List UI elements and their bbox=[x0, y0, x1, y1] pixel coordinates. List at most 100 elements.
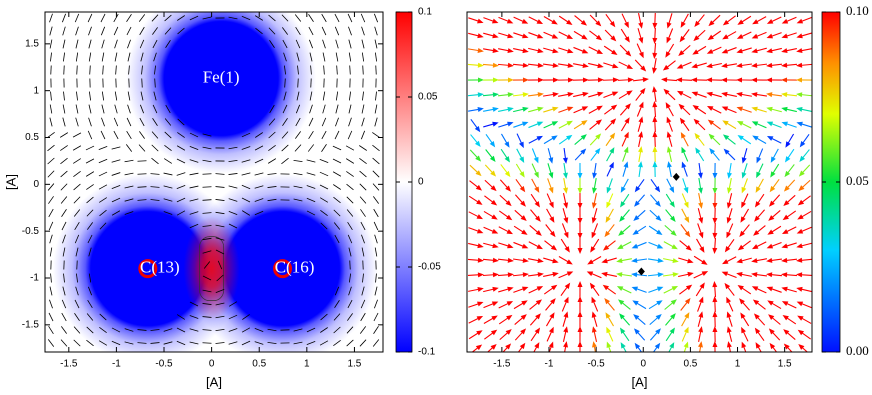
plot-area bbox=[467, 12, 812, 352]
arrow-head bbox=[754, 201, 761, 208]
arrow-head bbox=[564, 282, 571, 289]
arrow-head bbox=[582, 77, 589, 83]
y-tick-label: 0 bbox=[33, 179, 39, 190]
arrow-head bbox=[769, 185, 776, 193]
colorbar-label: 0.1 bbox=[418, 7, 432, 18]
field-line bbox=[215, 186, 225, 188]
field-line bbox=[215, 315, 225, 319]
arrow-head bbox=[492, 121, 499, 127]
arrow-head bbox=[741, 157, 747, 164]
field-line bbox=[321, 13, 327, 23]
arrow-head bbox=[552, 92, 559, 97]
arrow-head bbox=[504, 156, 510, 163]
field-line bbox=[163, 211, 173, 215]
arrow-head bbox=[563, 311, 569, 318]
arrow-head bbox=[563, 187, 568, 194]
field-line bbox=[374, 299, 378, 309]
arrow-head bbox=[752, 135, 759, 141]
arrow-head bbox=[781, 229, 789, 235]
arrow-head bbox=[638, 51, 644, 59]
arrow-head bbox=[522, 62, 529, 68]
field-line bbox=[268, 14, 276, 22]
arrow-head bbox=[676, 63, 684, 69]
arrow-head bbox=[492, 77, 499, 83]
field-line bbox=[372, 144, 380, 152]
field-line bbox=[295, 117, 301, 127]
arrow-head bbox=[796, 92, 803, 98]
arrow-head bbox=[752, 19, 759, 25]
field-line bbox=[228, 314, 238, 320]
arrow-head bbox=[491, 301, 499, 307]
arrow-head bbox=[751, 286, 759, 292]
arrow-head bbox=[666, 161, 672, 168]
arrow-head bbox=[577, 311, 583, 318]
arrow-head bbox=[683, 341, 689, 348]
arrow-head bbox=[781, 77, 788, 83]
arrow-head bbox=[751, 62, 758, 68]
field-line bbox=[347, 13, 353, 23]
field-line bbox=[202, 237, 212, 241]
field-line bbox=[150, 199, 160, 201]
arrow-head bbox=[505, 214, 513, 221]
field-line bbox=[333, 340, 341, 346]
arrow-head bbox=[562, 157, 568, 164]
arrow-head bbox=[739, 230, 746, 237]
field-line bbox=[75, 52, 79, 62]
field-line bbox=[293, 159, 303, 163]
field-line bbox=[72, 132, 82, 138]
field-line bbox=[215, 328, 225, 332]
arrow-head bbox=[721, 63, 728, 68]
arrow-head bbox=[723, 148, 730, 155]
field-line bbox=[189, 159, 199, 163]
arrow-head bbox=[766, 92, 773, 98]
arrow-head bbox=[683, 187, 689, 194]
arrow-head bbox=[520, 328, 527, 335]
field-line bbox=[296, 91, 300, 101]
field-line bbox=[74, 299, 80, 309]
field-line bbox=[176, 340, 186, 346]
field-line bbox=[74, 221, 80, 231]
field-line bbox=[345, 145, 355, 151]
arrow-head bbox=[708, 20, 715, 27]
arrow-head bbox=[548, 157, 554, 164]
arrow-head bbox=[620, 201, 626, 208]
field-line bbox=[140, 91, 144, 101]
arrow-head bbox=[798, 344, 805, 350]
field-line bbox=[86, 209, 94, 217]
arrow-head bbox=[563, 296, 569, 304]
field-line bbox=[255, 27, 263, 35]
arrow-head bbox=[522, 106, 529, 112]
arrow-head bbox=[552, 258, 559, 264]
field-line bbox=[124, 159, 134, 163]
field-line bbox=[61, 299, 67, 309]
field-line bbox=[359, 339, 367, 347]
field-line bbox=[75, 26, 79, 36]
arrow-head bbox=[595, 119, 603, 126]
x-tick-label: 0.5 bbox=[683, 359, 697, 370]
field-line bbox=[63, 91, 65, 101]
arrow-head bbox=[563, 202, 569, 209]
field-line bbox=[126, 14, 132, 22]
arrow-head bbox=[507, 106, 514, 112]
arrow-head bbox=[662, 64, 670, 71]
x-tick-label: -1.5 bbox=[493, 359, 511, 370]
arrow-head bbox=[492, 243, 499, 249]
field-line bbox=[88, 39, 92, 49]
arrow-head bbox=[685, 244, 692, 251]
arrow-head bbox=[548, 326, 554, 334]
field-line bbox=[334, 286, 340, 296]
arrow-head bbox=[751, 258, 758, 264]
field-line bbox=[202, 303, 212, 305]
arrow-head bbox=[489, 155, 496, 163]
field-line bbox=[87, 299, 93, 309]
arrow-head bbox=[698, 232, 704, 239]
arrow-head bbox=[767, 300, 774, 306]
arrow-head bbox=[520, 215, 527, 221]
field-line bbox=[334, 13, 340, 23]
x-tick-label: -1.5 bbox=[60, 359, 78, 370]
field-line bbox=[150, 329, 160, 331]
field-line bbox=[138, 144, 146, 152]
field-line bbox=[372, 157, 380, 165]
arrow-head bbox=[620, 342, 626, 349]
field-line bbox=[88, 104, 92, 114]
